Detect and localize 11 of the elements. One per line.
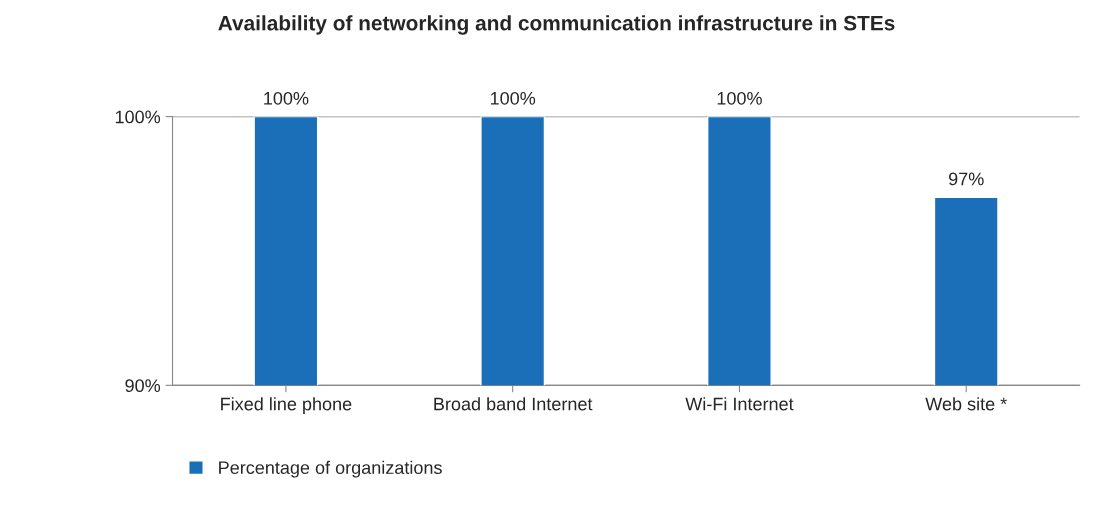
chart-title: Availability of networking and communication infrastructure in STEs bbox=[218, 15, 895, 35]
text: 100% bbox=[717, 91, 762, 105]
x-tick-label: Wi-Fi Internet bbox=[685, 397, 794, 411]
x-tick-label: Web site * bbox=[925, 397, 1007, 411]
y-tick-label: 90% bbox=[125, 379, 161, 393]
text: 97% bbox=[949, 172, 984, 186]
text: 100% bbox=[264, 91, 309, 105]
x-tick-label: Fixed line phone bbox=[221, 397, 352, 414]
x-tick-label: Broad band Internet bbox=[434, 397, 593, 411]
text: 100% bbox=[490, 91, 536, 105]
legend-label: Percentage of organizations bbox=[219, 460, 442, 478]
